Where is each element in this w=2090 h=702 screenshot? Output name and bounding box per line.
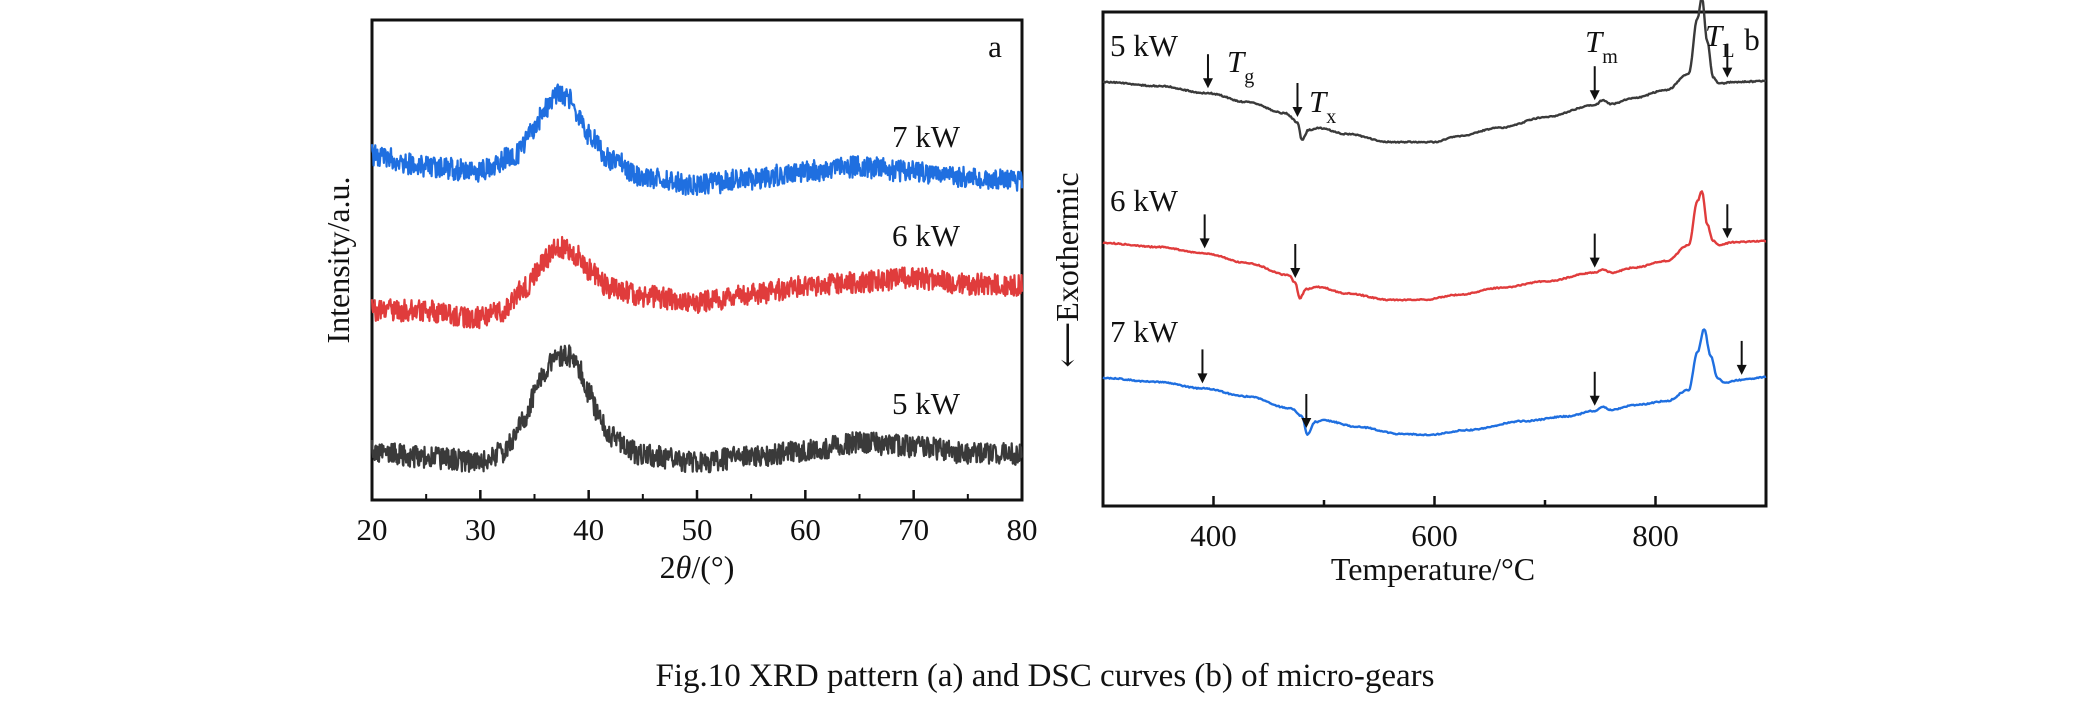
dsc-transition-arrow-head [1199,238,1210,249]
dsc-series-5-kw [1102,0,1767,144]
xrd-x-ticks: 20 30 40 50 60 70 80 [357,490,1038,547]
dsc-y-axis-label: ⟵Exothermic [1049,172,1085,367]
xrd-series-5-kw [370,344,1023,474]
dsc-transition-arrow-head [1202,78,1213,89]
dsc-y-axis-text: Exothermic [1049,172,1085,321]
figure-caption: Fig.10 XRD pattern (a) and DSC curves (b… [655,658,1435,694]
dsc-annotation-tm: Tm [1585,24,1618,68]
xrd-x-axis-label-prefix: 2 [660,549,676,585]
xrd-series-6-kw [370,235,1024,330]
svg-text:⟵Exothermic: ⟵Exothermic [1049,172,1085,367]
dsc-transition-arrow-head [1722,228,1733,239]
dsc-transition-arrow-head [1197,373,1208,384]
xrd-x-tick-label: 70 [898,512,929,547]
dsc-series-label: 5 kW [1110,28,1179,63]
dsc-series-6-kw [1102,190,1767,302]
dsc-annotation-tl: TL [1705,18,1734,62]
xrd-panel: 20 30 40 50 60 70 80 7 kW 6 kW 5 kW a Intensity/… [320,18,1038,585]
dsc-series-label: 6 kW [1110,183,1179,218]
xrd-series-label: 5 kW [892,386,961,421]
xrd-series-label: 6 kW [892,218,961,253]
dsc-transition-arrow-head [1589,257,1600,268]
dsc-transition-arrow-head [1589,90,1600,101]
xrd-x-axis-label-suffix: /(°) [691,549,734,585]
dsc-x-tick-label: 600 [1411,518,1458,553]
xrd-series-7-kw [370,83,1024,196]
dsc-series-label: 7 kW [1110,314,1179,349]
dsc-x-axis-label: Temperature/°C [1331,551,1535,587]
xrd-x-tick-label: 80 [1007,512,1038,547]
dsc-series-group [1102,0,1767,437]
dsc-annotations: Tg Tx Tm TL [1227,18,1734,128]
dsc-series-labels: 5 kW 6 kW 7 kW [1110,28,1179,349]
dsc-x-tick-label: 400 [1190,518,1237,553]
xrd-series-labels: 7 kW 6 kW 5 kW [892,119,961,421]
xrd-x-tick-label: 30 [465,512,496,547]
dsc-transition-arrow-head [1589,395,1600,406]
dsc-transition-arrows [1197,43,1747,429]
dsc-series-7-kw [1102,328,1767,437]
xrd-x-axis-label-symbol: θ [676,549,692,585]
xrd-x-tick-label: 20 [357,512,388,547]
xrd-x-axis-label: 2θ/(°) [660,549,735,585]
xrd-panel-label: a [988,29,1002,64]
dsc-plot-frame [1101,10,1768,508]
dsc-transition-arrow-head [1736,364,1747,375]
dsc-x-ticks: 400 600 800 [1101,496,1768,553]
dsc-annotation-tg: Tg [1227,44,1254,88]
xrd-series-label: 7 kW [892,119,961,154]
dsc-y-axis-arrow: ⟵ [1049,322,1085,368]
dsc-panel-label: b [1744,22,1760,57]
xrd-y-axis-label: Intensity/a.u. [320,176,356,343]
xrd-plot-frame [370,18,1024,502]
dsc-panel: 400 600 800 5 kW 6 kW 7 kW Tg Tx Tm TL b ⟵Exoth… [1049,0,1768,587]
dsc-x-tick-label: 800 [1632,518,1679,553]
dsc-transition-arrow-head [1290,268,1301,278]
dsc-transition-arrow-head [1301,418,1312,429]
dsc-annotation-tx: Tx [1309,84,1336,128]
xrd-x-tick-label: 40 [573,512,604,547]
dsc-transition-arrow-head [1292,107,1303,117]
xrd-x-tick-label: 60 [790,512,821,547]
xrd-x-tick-label: 50 [682,512,713,547]
xrd-series-group [370,83,1024,474]
dsc-transition-arrow-head [1722,67,1733,78]
